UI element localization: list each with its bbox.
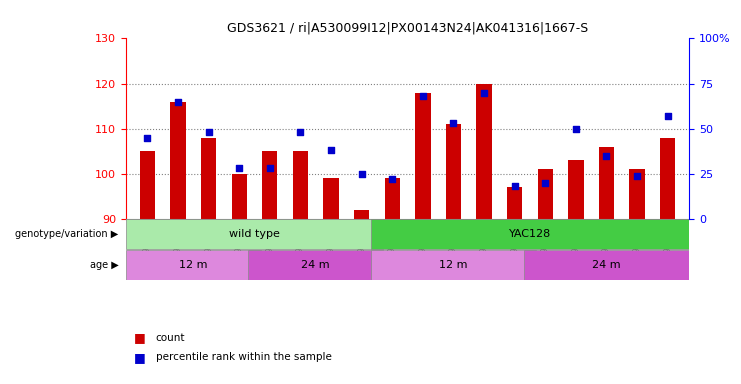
Text: ■: ■ bbox=[133, 331, 145, 344]
Bar bbox=[507, 187, 522, 219]
Text: age ▶: age ▶ bbox=[90, 260, 119, 270]
Point bbox=[478, 89, 490, 96]
Point bbox=[448, 120, 459, 126]
Point bbox=[417, 93, 429, 99]
Bar bbox=[231, 174, 247, 219]
Point bbox=[539, 180, 551, 186]
Point bbox=[203, 129, 215, 135]
Text: 24 m: 24 m bbox=[302, 260, 330, 270]
Bar bbox=[415, 93, 431, 219]
Point bbox=[142, 135, 153, 141]
Bar bbox=[660, 138, 675, 219]
Bar bbox=[126, 250, 261, 280]
Point bbox=[570, 126, 582, 132]
Point bbox=[386, 176, 398, 182]
Title: GDS3621 / ri|A530099I12|PX00143N24|AK041316|1667-S: GDS3621 / ri|A530099I12|PX00143N24|AK041… bbox=[227, 22, 588, 35]
Point bbox=[509, 183, 521, 189]
Text: wild type: wild type bbox=[229, 229, 280, 239]
Text: 24 m: 24 m bbox=[592, 260, 621, 270]
Bar bbox=[568, 160, 584, 219]
Bar bbox=[385, 178, 400, 219]
Bar bbox=[370, 220, 689, 249]
Point bbox=[600, 152, 612, 159]
Point bbox=[631, 172, 643, 179]
Bar bbox=[140, 151, 155, 219]
Point bbox=[172, 98, 184, 104]
Text: percentile rank within the sample: percentile rank within the sample bbox=[156, 352, 331, 362]
Bar bbox=[201, 138, 216, 219]
Bar bbox=[126, 220, 383, 249]
Bar bbox=[170, 101, 186, 219]
Point bbox=[662, 113, 674, 119]
Text: 12 m: 12 m bbox=[179, 260, 207, 270]
Text: 12 m: 12 m bbox=[439, 260, 468, 270]
Bar bbox=[599, 147, 614, 219]
Text: count: count bbox=[156, 333, 185, 343]
Bar bbox=[323, 178, 339, 219]
Point bbox=[233, 165, 245, 171]
Bar bbox=[629, 169, 645, 219]
Bar bbox=[476, 84, 492, 219]
Point bbox=[264, 165, 276, 171]
Point bbox=[325, 147, 337, 153]
Bar bbox=[370, 250, 536, 280]
Bar bbox=[446, 124, 461, 219]
Text: genotype/variation ▶: genotype/variation ▶ bbox=[16, 229, 119, 239]
Bar bbox=[538, 169, 553, 219]
Text: ■: ■ bbox=[133, 351, 145, 364]
Point bbox=[356, 170, 368, 177]
Bar bbox=[248, 250, 383, 280]
Bar bbox=[293, 151, 308, 219]
Point bbox=[294, 129, 306, 135]
Bar bbox=[354, 210, 369, 219]
Text: YAC128: YAC128 bbox=[509, 229, 551, 239]
Bar bbox=[524, 250, 689, 280]
Bar bbox=[262, 151, 277, 219]
